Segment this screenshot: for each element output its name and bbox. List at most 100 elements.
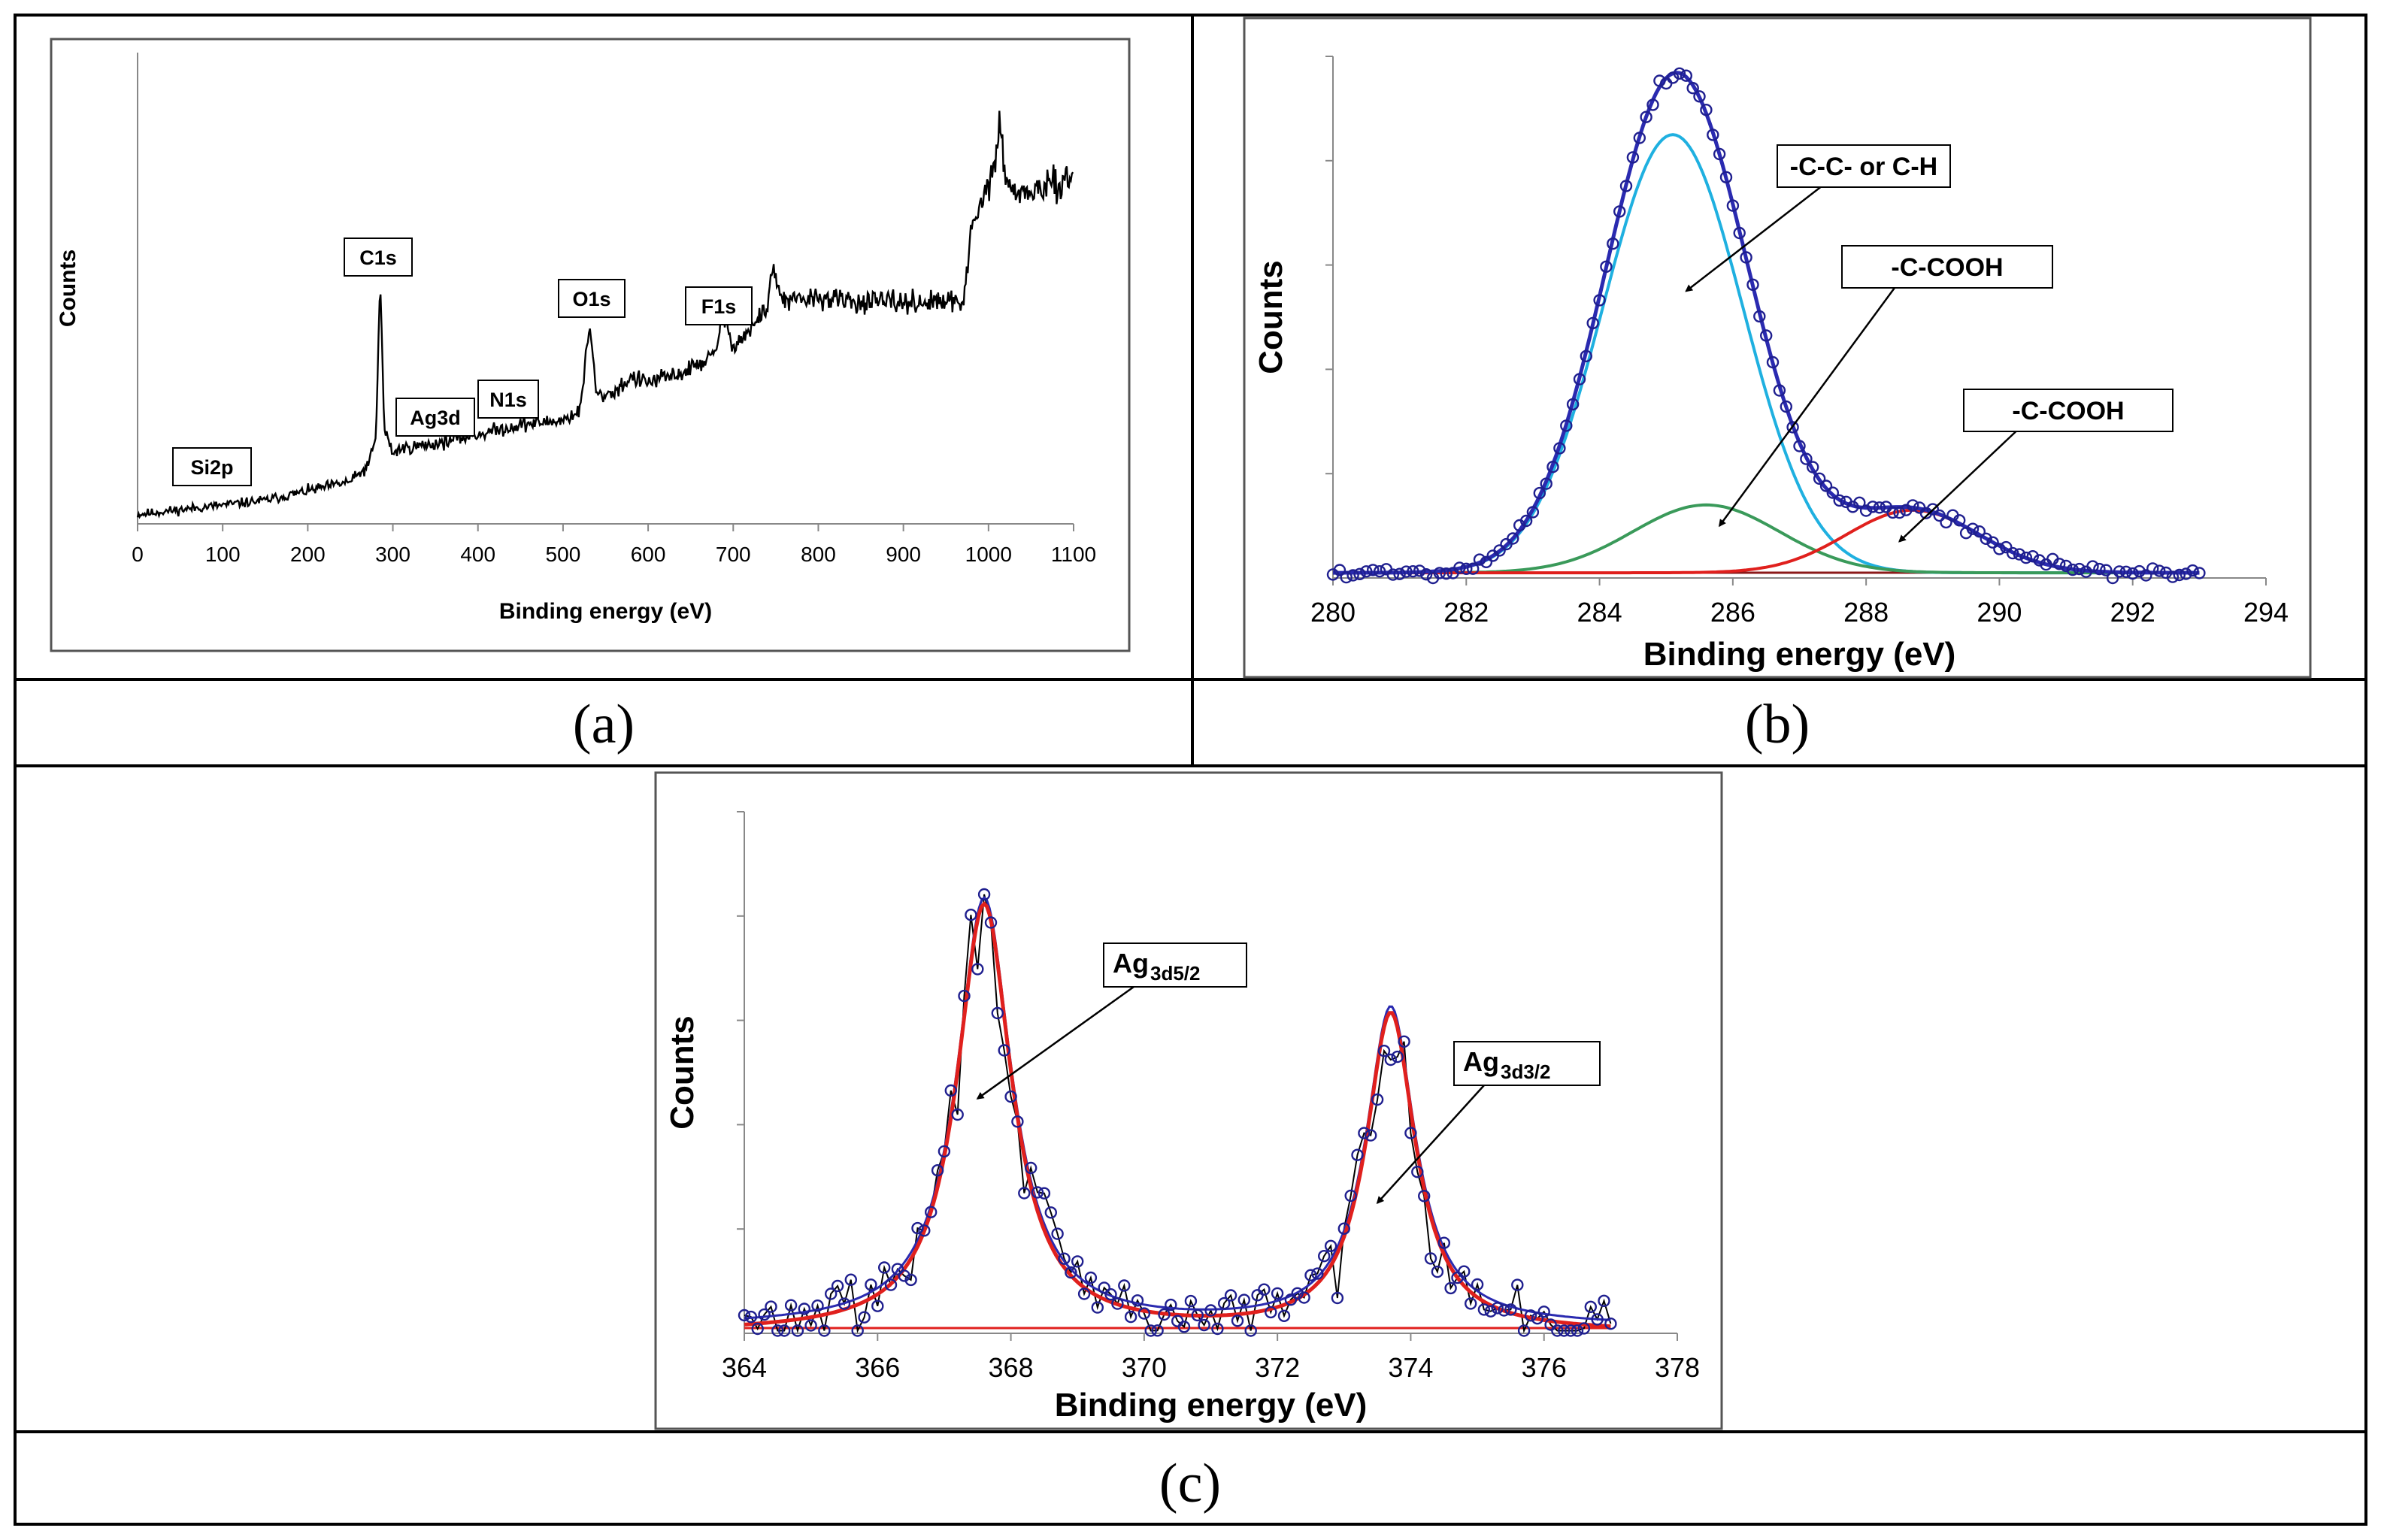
- data-point: [1966, 522, 1980, 535]
- data-point: [1604, 1317, 1617, 1330]
- envelope-curve: [1333, 71, 2200, 575]
- data-point: [865, 1278, 877, 1291]
- annotation-label: -C-COOH: [2012, 397, 2124, 425]
- data-point: [1646, 98, 1659, 111]
- caption-c: (c): [1159, 1453, 1221, 1514]
- data-point: [2093, 562, 2106, 576]
- data-point: [1384, 1053, 1398, 1067]
- data-point: [1584, 1300, 1598, 1314]
- data-point: [1158, 1308, 1171, 1321]
- data-point: [2019, 551, 2033, 564]
- data-point: [1144, 1324, 1157, 1337]
- annotation-box: [172, 447, 252, 486]
- chart-panel-c: 364 366 368 370 372 374 376 378 Binding energy (…: [654, 771, 1723, 1430]
- data-point: [1766, 356, 1780, 369]
- data-point: [1464, 1297, 1477, 1310]
- data-point: [1386, 568, 1400, 581]
- data-point: [838, 1297, 851, 1310]
- y-axis-label: Counts: [56, 250, 80, 327]
- caption-b: (b): [1745, 694, 1810, 755]
- data-point: [1433, 567, 1446, 579]
- data-point: [1580, 349, 1593, 362]
- data-point: [1973, 525, 1986, 538]
- data-point: [1118, 1279, 1131, 1292]
- data-point: [1493, 544, 1506, 557]
- x-tick-label: 366: [855, 1352, 900, 1383]
- data-point: [1693, 90, 1706, 103]
- data-point: [765, 1300, 777, 1313]
- fit-curve: [744, 901, 1611, 1329]
- data-point: [1353, 567, 1366, 580]
- data-point: [998, 1044, 1010, 1057]
- data-point: [744, 1310, 758, 1324]
- data-point: [1517, 1324, 1531, 1337]
- data-point: [1533, 486, 1546, 500]
- data-point: [1373, 565, 1386, 578]
- data-point: [1391, 1050, 1404, 1063]
- data-point: [2106, 571, 2119, 585]
- data-point: [1980, 532, 1992, 545]
- data-point: [784, 1299, 798, 1312]
- data-point: [1333, 564, 1347, 576]
- data-point: [2052, 558, 2066, 570]
- annotation-box: [395, 398, 475, 437]
- data-point: [1471, 1278, 1484, 1291]
- data-point: [1952, 514, 1966, 527]
- data-point: [1511, 1278, 1524, 1291]
- data-point: [1586, 316, 1599, 330]
- data-point: [1653, 74, 1666, 87]
- data-point: [1577, 1322, 1591, 1335]
- data-point: [1324, 1239, 1337, 1253]
- data-point: [1398, 1035, 1410, 1048]
- data-point: [1231, 1315, 1244, 1327]
- annotation-label: F1s: [701, 295, 737, 318]
- spectrum-line: [136, 110, 1074, 519]
- caption-a: (a): [573, 694, 635, 755]
- x-tick-label: 600: [631, 543, 666, 566]
- data-point: [1265, 1306, 1277, 1319]
- data-point: [1560, 419, 1573, 432]
- data-point: [758, 1308, 771, 1321]
- data-point: [1786, 421, 1799, 434]
- data-point: [871, 1299, 884, 1312]
- annotation-label: -C-C- or C-H: [1790, 153, 1937, 181]
- x-tick-label: 1000: [965, 543, 1012, 566]
- data-point: [791, 1324, 804, 1337]
- data-point: [1237, 1293, 1251, 1306]
- data-point: [1377, 1044, 1391, 1057]
- data-point: [984, 916, 998, 929]
- x-tick-label: 376: [1522, 1352, 1567, 1383]
- data-point: [1531, 1312, 1544, 1325]
- data-point: [1011, 1115, 1024, 1128]
- data-point: [1600, 260, 1613, 273]
- x-tick-label: 200: [290, 543, 326, 566]
- data-point: [971, 963, 984, 976]
- data-point: [1866, 501, 1880, 513]
- data-point: [1853, 496, 1866, 509]
- data-point: [1726, 199, 1740, 212]
- data-point: [1358, 1127, 1371, 1139]
- data-point: [1165, 1298, 1177, 1312]
- data-point: [2013, 548, 2026, 561]
- data-point: [1131, 1294, 1144, 1307]
- data-point: [1460, 562, 1473, 575]
- data-point: [1753, 310, 1766, 323]
- annotation-arrow: [976, 985, 1134, 1100]
- data-point: [2186, 564, 2199, 577]
- data-point: [904, 1273, 917, 1287]
- data-point: [1451, 1271, 1464, 1284]
- data-point: [1366, 564, 1380, 576]
- data-point: [1746, 278, 1759, 291]
- data-point: [1407, 565, 1419, 578]
- x-tick-label: 282: [1443, 597, 1489, 628]
- data-point: [2086, 560, 2099, 573]
- data-point: [1519, 514, 1533, 528]
- annotation-label: Ag3d: [410, 407, 461, 429]
- data-point: [1031, 1186, 1044, 1199]
- data-point: [1686, 81, 1699, 95]
- data-point: [1673, 67, 1686, 80]
- data-point: [1004, 1090, 1017, 1103]
- data-point: [1018, 1187, 1031, 1200]
- annotation-box: [344, 238, 413, 277]
- data-point: [1124, 1310, 1137, 1324]
